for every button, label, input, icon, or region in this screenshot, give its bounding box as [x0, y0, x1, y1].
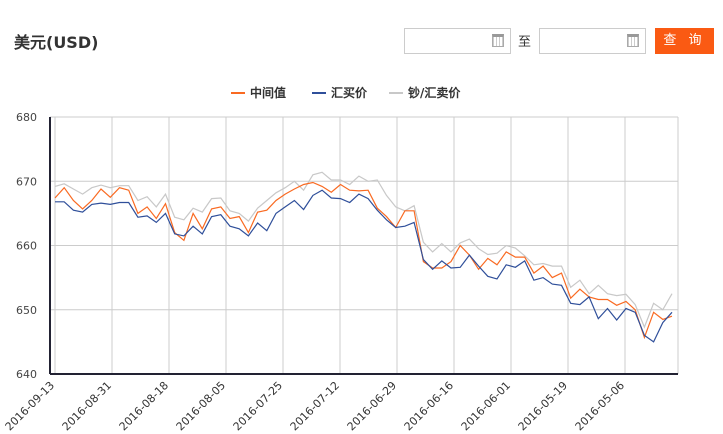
- x-tick-label: 2016-05-06: [573, 379, 627, 433]
- series-line-2: [54, 171, 673, 329]
- series-line-0: [54, 181, 673, 340]
- x-tick-label: 2016-09-13: [3, 379, 57, 433]
- legend-item: 汇买价: [331, 86, 368, 100]
- x-tick-label: 2016-08-31: [60, 379, 114, 433]
- query-button[interactable]: 查 询: [655, 28, 714, 54]
- calendar-icon[interactable]: [492, 34, 504, 47]
- x-tick-label: 2016-06-01: [459, 379, 513, 433]
- series-line-1: [55, 189, 673, 343]
- x-tick-label: 2016-07-12: [288, 379, 342, 433]
- end-date-input[interactable]: [539, 28, 646, 54]
- start-date-input[interactable]: [404, 28, 511, 54]
- date-separator: 至: [518, 35, 532, 50]
- x-tick-label: 2016-08-18: [117, 379, 171, 433]
- page-title: 美元(USD): [14, 33, 99, 52]
- y-tick-label: 660: [16, 240, 37, 253]
- x-tick-label: 2016-06-16: [402, 379, 456, 433]
- x-tick-label: 2016-06-29: [345, 379, 399, 433]
- y-tick-label: 650: [16, 304, 37, 317]
- y-tick-label: 670: [16, 175, 37, 188]
- y-tick-label: 640: [16, 368, 37, 381]
- y-tick-label: 680: [16, 111, 37, 124]
- legend-item: 钞/汇卖价: [408, 85, 461, 100]
- x-tick-label: 2016-07-25: [231, 379, 285, 433]
- legend-item: 中间值: [250, 85, 286, 100]
- x-tick-label: 2016-05-19: [516, 379, 570, 433]
- x-tick-label: 2016-08-05: [174, 379, 228, 433]
- calendar-icon[interactable]: [627, 34, 639, 47]
